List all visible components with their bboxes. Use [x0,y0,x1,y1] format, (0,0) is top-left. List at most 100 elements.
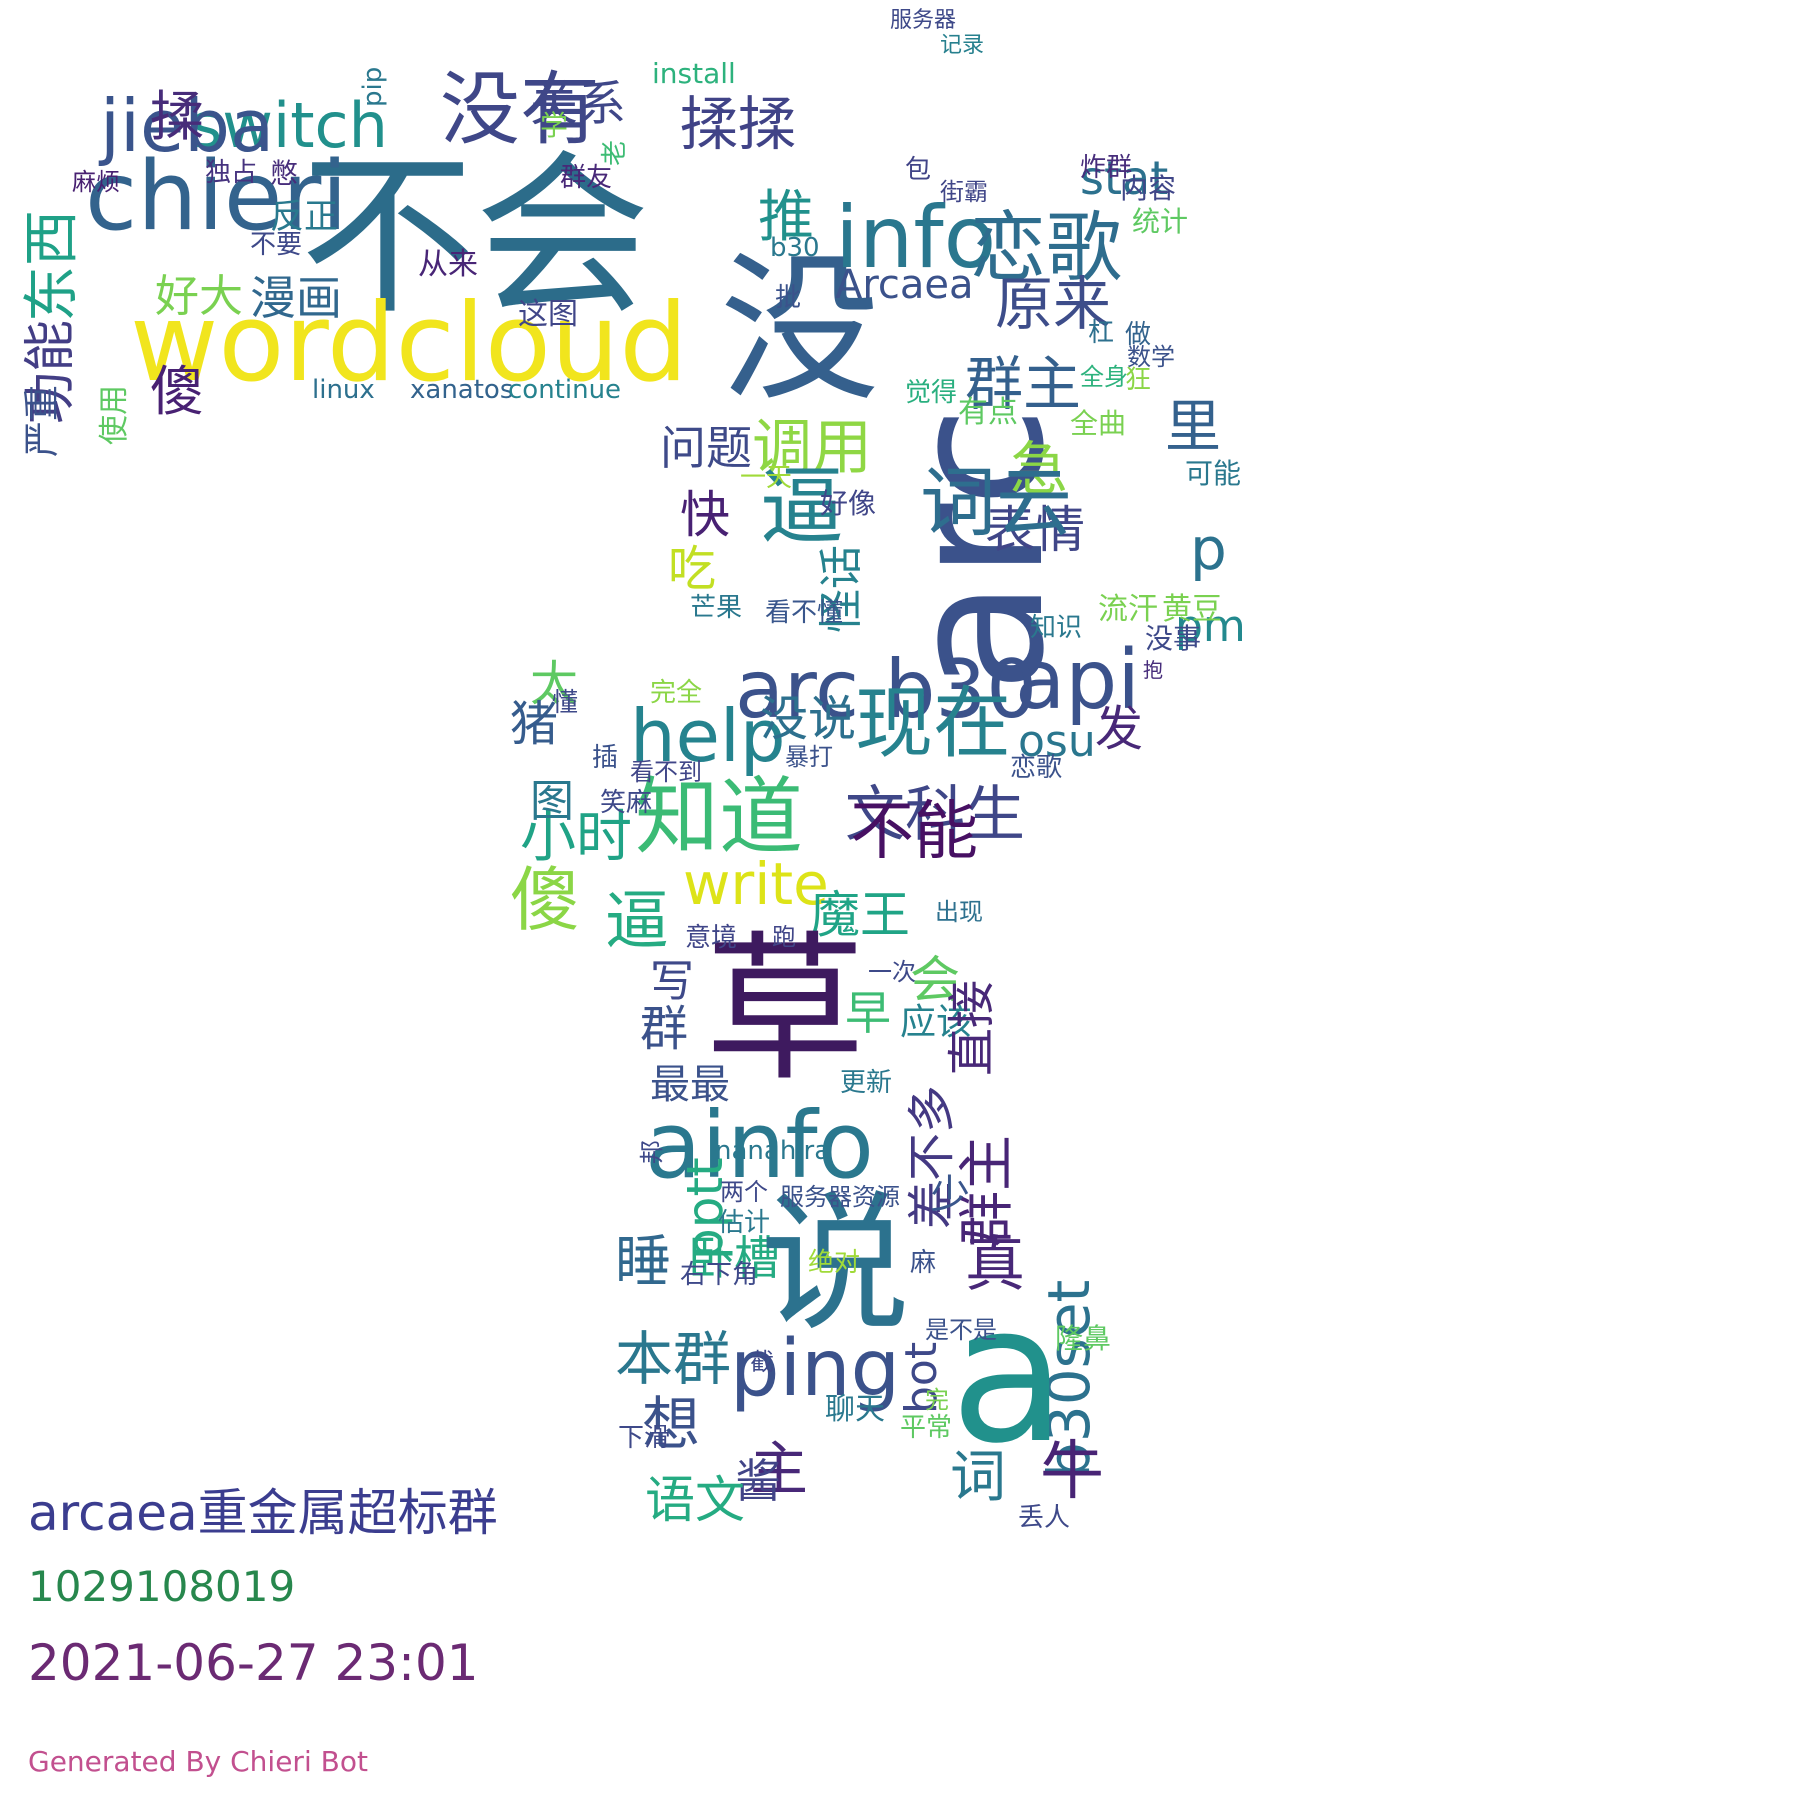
word-11: 漫画 [250,271,342,325]
word-142: 绝对 [808,1248,861,1278]
word-65: write [683,850,829,918]
word-123: 黄豆 [1162,592,1222,627]
word-26: pip [358,66,388,107]
word-102: 内容 [1120,172,1177,205]
word-152: nanahira [715,1136,831,1166]
word-63: 不能 [850,795,978,869]
word-100: 记录 [940,33,985,58]
word-20: 使用 [97,385,132,445]
word-153: 完 [925,1386,949,1414]
word-94: 语文 [645,1471,745,1529]
word-146: 聊天 [825,1392,885,1427]
word-37: stat [1080,151,1169,205]
word-110: 数学 [1127,343,1175,371]
word-72: 早 [845,986,891,1040]
word-107: 批 [775,283,802,313]
word-49: 吃 [668,541,717,597]
word-144: 是不是 [925,1316,997,1344]
word-106: b30 [770,233,820,263]
word-139: 服务器资源 [780,1183,900,1211]
word-39: 急 [1010,435,1069,503]
word-117: 好像 [820,487,877,520]
word-134: 跑 [772,923,796,951]
word-82: 睡 [615,1230,671,1295]
word-3: chieri [85,142,348,252]
word-128: 插 [592,743,619,773]
word-103: 统计 [1132,205,1189,238]
word-127: 恋歌 [1010,753,1063,783]
word-60: 文科生 [845,780,1025,850]
word-151: 邦 [638,1140,666,1164]
word-51: api [1015,633,1141,728]
word-18: linux [312,375,375,405]
word-2: 没有 [440,63,600,156]
word-56: osu [1018,716,1096,767]
word-74: 直接 [944,979,1000,1076]
word-42: p [1190,515,1227,583]
word-115: 全曲 [1070,407,1127,440]
word-53: help [630,694,786,778]
word-9: 东西 [20,210,85,322]
word-22: 群友 [560,163,613,193]
word-101: 炸群 [1080,153,1133,183]
word-71: 草 [705,916,866,1103]
word-83: 卧槽 [688,1231,780,1285]
word-150: 截 [750,1348,774,1376]
word-122: 流汗 [1098,592,1158,627]
word-36: 原来 [995,270,1112,338]
word-133: 意境 [685,923,738,953]
group-id: 1029108019 [28,1562,296,1611]
word-120: 看不懂 [765,598,844,628]
word-14: 从来 [418,247,478,282]
word-138: 两个 [720,1178,768,1206]
word-105: 街霸 [940,178,988,206]
word-35: Arcaea [835,262,974,308]
word-1: wordcloud [130,281,688,406]
word-21: 学 [540,109,569,142]
word-46: 快 [680,486,730,544]
word-111: 全身 [1080,363,1128,391]
word-125: 抱 [1143,658,1163,682]
word-45: 调用 [752,413,872,483]
word-70: 写 [650,956,694,1007]
word-84: 说 [760,1178,911,1352]
word-148: 丢人 [1018,1503,1071,1533]
word-25: 憋 [270,157,299,190]
word-44: 问题 [660,421,752,475]
word-149: 下滑 [618,1423,671,1453]
word-140: 估计 [718,1208,771,1238]
word-81: 少 [930,1172,970,1218]
word-57: 发 [1095,701,1144,757]
word-13: 反正 [270,197,338,237]
word-129: 看不到 [630,758,702,786]
word-52: arc b30 [735,643,1038,736]
word-28: 老 [600,139,630,166]
word-7: 傻 [150,360,204,423]
generation-datetime: 2021-06-27 23:01 [28,1634,479,1692]
word-118: 一天 [740,463,793,493]
word-136: 一次 [868,958,916,986]
word-145: 隆鼻 [1055,1322,1112,1355]
word-61: 知道 [635,768,804,866]
word-104: 包 [905,155,932,185]
word-31: info [835,188,997,288]
word-58: 太 [530,656,579,712]
word-88: ping [730,1324,901,1414]
word-5: jieba [100,84,275,168]
word-59: 猪 [510,696,559,752]
word-135: 出现 [935,898,983,926]
word-130: 笑麻 [600,788,653,818]
word-121: 知识 [1030,613,1083,643]
word-12: 好大 [155,271,243,322]
word-69: 会 [910,951,960,1009]
word-17: continue [508,375,622,405]
word-32: 恋歌 [970,203,1122,292]
word-33: 揉揉 [680,90,797,158]
word-47: 逼 [760,458,845,556]
word-90: 想 [642,1390,701,1458]
word-95: 词 [950,1445,1006,1510]
word-124: 没事 [1145,622,1202,655]
word-119: 芒果 [690,593,743,623]
word-15: 这图 [518,297,578,332]
